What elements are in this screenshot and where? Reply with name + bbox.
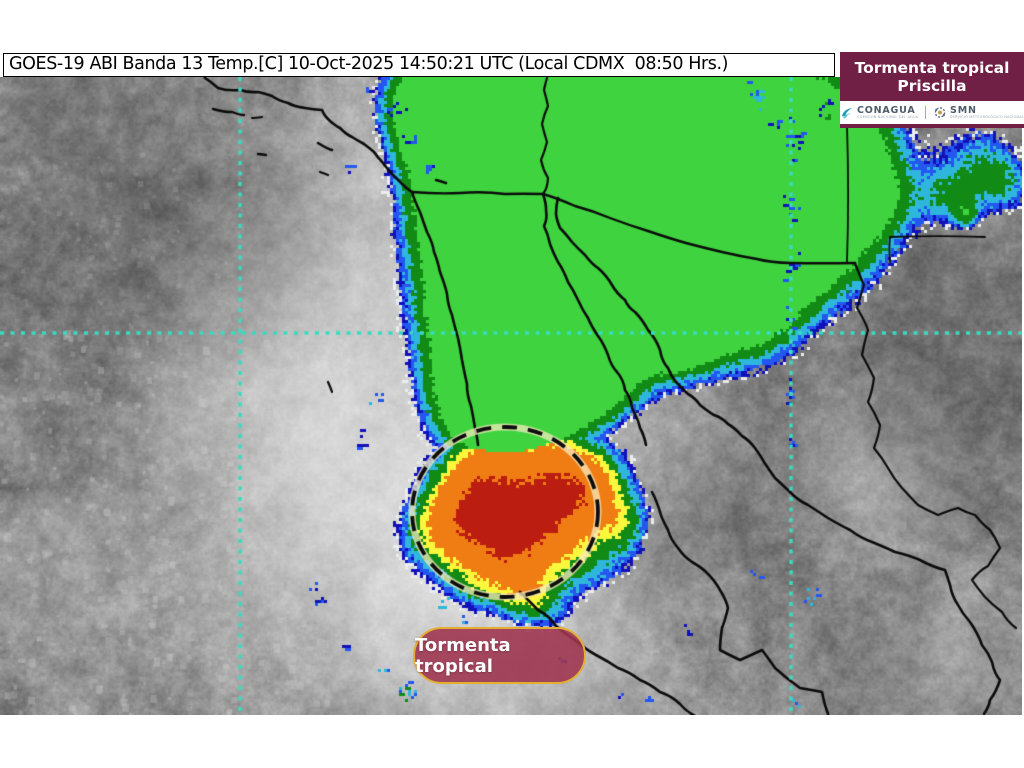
satellite-title: GOES-19 ABI Banda 13 Temp.[C] 10-Oct-202…	[9, 54, 729, 75]
smn-icon	[934, 107, 946, 118]
storm-type-label: Tormenta tropical	[854, 59, 1010, 77]
smn-label: SMN	[950, 104, 977, 116]
storm-badge-bottom-bar	[840, 124, 1024, 128]
title-bar: GOES-19 ABI Banda 13 Temp.[C] 10-Oct-202…	[3, 53, 835, 77]
storm-badge-header: Tormenta tropical Priscilla	[840, 52, 1024, 101]
logo-divider	[925, 106, 927, 119]
satellite-map-canvas	[0, 77, 1022, 715]
storm-annotation-label: Tormenta tropical	[415, 634, 511, 677]
agency-logos: CONAGUA COMISIÓN NACIONAL DEL AGUA SMN S…	[840, 101, 1024, 124]
conagua-caption: COMISIÓN NACIONAL DEL AGUA	[857, 115, 919, 119]
conagua-logo: CONAGUA COMISIÓN NACIONAL DEL AGUA	[840, 104, 919, 120]
storm-annotation-pill: Tormenta tropical	[413, 627, 586, 684]
smn-logo: SMN SERVICIO METEOROLÓGICO NACIONAL	[933, 104, 1024, 120]
storm-name-label: Priscilla	[897, 77, 967, 95]
conagua-label: CONAGUA	[857, 104, 916, 116]
storm-badge: Tormenta tropical Priscilla CONAGUA COMI…	[840, 52, 1024, 128]
smn-caption: SERVICIO METEOROLÓGICO NACIONAL	[950, 115, 1024, 119]
conagua-icon	[842, 108, 852, 119]
